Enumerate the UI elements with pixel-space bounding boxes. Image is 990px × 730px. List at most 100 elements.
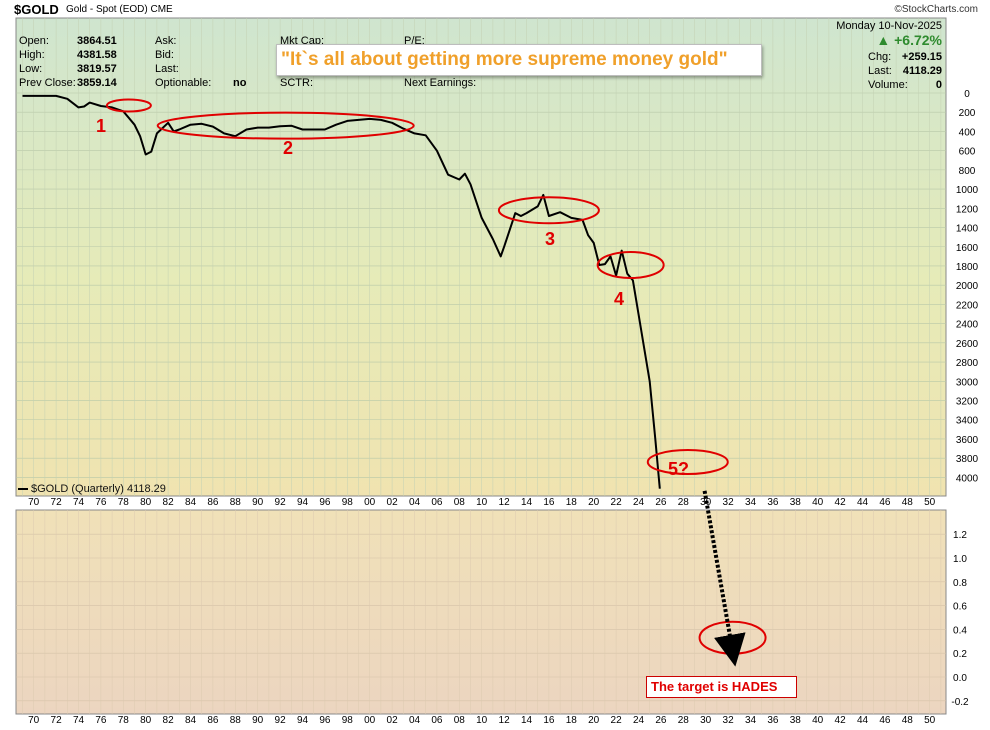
x-tick-label: 70 bbox=[28, 715, 40, 726]
upper-y-tick-label: 400 bbox=[959, 127, 976, 138]
x-tick-label: 22 bbox=[611, 497, 623, 508]
x-tick-label: 12 bbox=[499, 715, 511, 726]
upper-y-axis: 0 200 400 600 800 1000 1200 1400 1600 1800 2000 220… bbox=[956, 89, 979, 484]
price-series bbox=[22, 94, 661, 489]
x-tick-label: 44 bbox=[857, 497, 869, 508]
annotation-label-4: 4 bbox=[614, 289, 625, 309]
x-tick-label: 14 bbox=[521, 715, 533, 726]
x-tick-label: 14 bbox=[521, 497, 533, 508]
x-tick-label: 92 bbox=[275, 497, 287, 508]
x-tick-label: 82 bbox=[163, 497, 175, 508]
x-tick-label: 00 bbox=[364, 497, 376, 508]
optionable-value: no bbox=[233, 77, 247, 89]
x-axis: 70 70 72 72 74 74 76 76 78 78 80 80 82 82 84 84 86 86 88 88… bbox=[28, 497, 936, 726]
x-tick-label: 02 bbox=[387, 497, 399, 508]
x-tick-label: 88 bbox=[230, 715, 242, 726]
x-tick-label: 86 bbox=[207, 497, 219, 508]
legend: $GOLD (Quarterly) 4118.29 bbox=[18, 483, 166, 495]
change-label: Chg: bbox=[868, 51, 892, 63]
last-value: 4118.29 bbox=[902, 65, 942, 77]
x-tick-label: 46 bbox=[879, 715, 891, 726]
lower-y-tick-label: -0.2 bbox=[951, 697, 969, 708]
volume-value: 0 bbox=[935, 79, 942, 91]
x-tick-label: 48 bbox=[902, 715, 914, 726]
projection-arrow bbox=[702, 490, 746, 667]
x-tick-label: 30 bbox=[700, 715, 712, 726]
upper-y-tick-label: 1000 bbox=[956, 185, 979, 196]
x-tick-label: 92 bbox=[275, 715, 287, 726]
x-tick-label: 72 bbox=[51, 715, 63, 726]
date-label: Monday 10-Nov-2025 bbox=[836, 20, 942, 32]
target-text: The target is HADES bbox=[651, 679, 778, 694]
annotation-label-2: 2 bbox=[283, 138, 294, 158]
upper-y-tick-label: 0 bbox=[964, 89, 970, 100]
x-tick-label: 48 bbox=[902, 497, 914, 508]
x-tick-label: 18 bbox=[566, 715, 578, 726]
x-tick-label: 20 bbox=[588, 497, 600, 508]
x-tick-label: 90 bbox=[252, 497, 264, 508]
x-tick-label: 74 bbox=[73, 715, 85, 726]
upper-y-tick-label: 3800 bbox=[956, 454, 979, 465]
headline-box: "It`s all about getting more supreme mon… bbox=[276, 44, 762, 76]
x-tick-label: 42 bbox=[835, 715, 847, 726]
open-value: 3864.51 bbox=[77, 35, 117, 47]
upper-y-tick-label: 1800 bbox=[956, 262, 979, 273]
x-tick-label: 28 bbox=[678, 715, 690, 726]
x-tick-label: 44 bbox=[857, 715, 869, 726]
x-tick-label: 82 bbox=[163, 715, 175, 726]
lower-y-tick-label: 0.0 bbox=[953, 673, 967, 684]
upper-y-tick-label: 3400 bbox=[956, 416, 979, 427]
prev-close-value: 3859.14 bbox=[77, 77, 117, 89]
lower-y-tick-label: 0.2 bbox=[953, 649, 967, 660]
x-tick-label: 26 bbox=[655, 497, 667, 508]
legend-swatch-icon bbox=[18, 488, 28, 491]
x-tick-label: 16 bbox=[543, 715, 555, 726]
x-tick-label: 02 bbox=[387, 715, 399, 726]
x-tick-label: 80 bbox=[140, 497, 152, 508]
upper-y-tick-label: 1200 bbox=[956, 204, 979, 215]
lower-y-axis: 1.2 1.0 0.8 0.6 0.4 0.2 0.0 -0.2 bbox=[951, 530, 969, 708]
high-label: High: bbox=[19, 49, 45, 61]
annotation-label-5: 5? bbox=[668, 459, 690, 479]
brand-label: ©StockCharts.com bbox=[894, 4, 978, 15]
lower-y-tick-label: 1.0 bbox=[953, 554, 967, 565]
x-tick-label: 98 bbox=[342, 497, 354, 508]
last-label-2: Last: bbox=[155, 63, 179, 75]
upper-y-tick-label: 2400 bbox=[956, 320, 979, 331]
upper-y-tick-label: 3200 bbox=[956, 397, 979, 408]
x-tick-label: 00 bbox=[364, 715, 376, 726]
upper-y-tick-label: 2600 bbox=[956, 339, 979, 350]
x-tick-label: 80 bbox=[140, 715, 152, 726]
x-tick-label: 86 bbox=[207, 715, 219, 726]
upper-y-tick-label: 4000 bbox=[956, 473, 979, 484]
annotation-label-3: 3 bbox=[545, 229, 556, 249]
lower-y-tick-label: 0.4 bbox=[953, 625, 967, 636]
annotation-ellipse bbox=[596, 251, 665, 280]
x-tick-label: 06 bbox=[431, 497, 443, 508]
upper-y-tick-label: 800 bbox=[959, 166, 976, 177]
x-tick-label: 84 bbox=[185, 497, 197, 508]
x-tick-label: 50 bbox=[924, 497, 936, 508]
x-tick-label: 06 bbox=[431, 715, 443, 726]
upper-y-tick-label: 600 bbox=[959, 147, 976, 158]
annotation-ellipse bbox=[646, 449, 729, 476]
lower-y-tick-label: 1.2 bbox=[953, 530, 967, 541]
annotation-ellipse bbox=[497, 196, 600, 225]
x-tick-label: 84 bbox=[185, 715, 197, 726]
x-tick-label: 40 bbox=[812, 497, 824, 508]
x-tick-label: 32 bbox=[723, 715, 735, 726]
x-tick-label: 10 bbox=[476, 715, 488, 726]
x-tick-label: 12 bbox=[499, 497, 511, 508]
x-tick-label: 38 bbox=[790, 715, 802, 726]
annotation-ellipse bbox=[105, 98, 152, 113]
sctr-label: SCTR: bbox=[280, 77, 313, 89]
low-label: Low: bbox=[19, 63, 43, 75]
exchange-text: CME bbox=[150, 4, 173, 15]
x-tick-label: 78 bbox=[118, 497, 130, 508]
ticker-description: Gold - Spot (EOD) CME bbox=[66, 4, 173, 15]
change-percent: ▲ +6.72% bbox=[876, 33, 942, 47]
open-label: Open: bbox=[19, 35, 49, 47]
x-tick-label: 36 bbox=[767, 715, 779, 726]
prev-close-label: Prev Close: bbox=[19, 77, 76, 89]
